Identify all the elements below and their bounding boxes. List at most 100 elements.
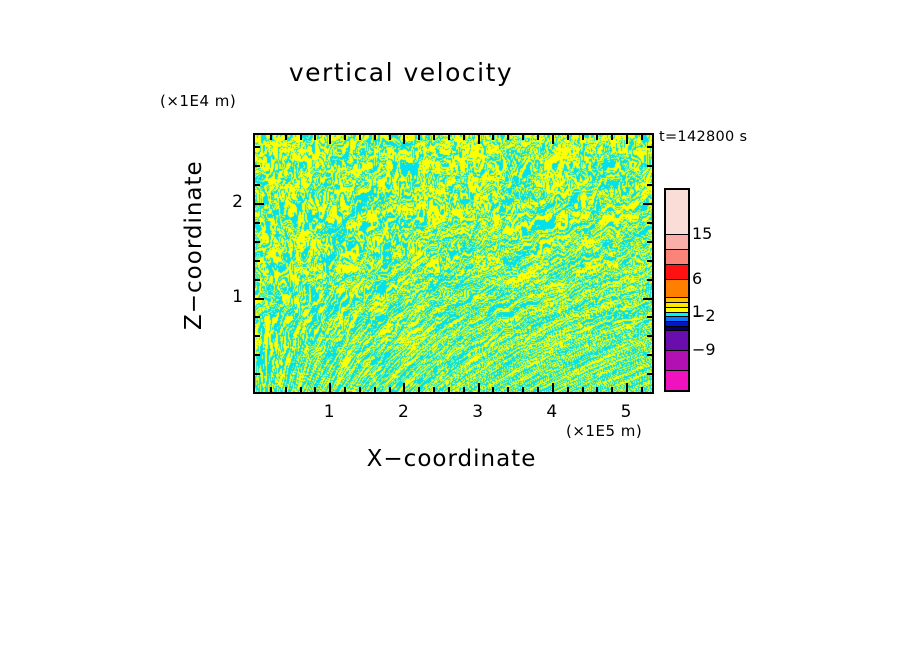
y-minor-tick-right (647, 316, 652, 319)
x-minor-tick (388, 387, 391, 392)
x-minor-tick (492, 387, 495, 392)
x-minor-tick (418, 387, 421, 392)
x-major-tick (626, 383, 629, 392)
x-major-tick (403, 383, 406, 392)
x-tick-label: 5 (620, 402, 632, 422)
x-minor-tick-top (581, 135, 584, 140)
colorbar-tick-label: 1 (692, 302, 703, 321)
x-minor-tick (269, 387, 272, 392)
colorbar-band (666, 190, 688, 234)
page-title: vertical velocity (288, 58, 514, 87)
colorbar-tick-label: −9 (692, 340, 716, 359)
x-minor-tick-top (344, 135, 347, 140)
x-minor-tick-top (314, 135, 317, 140)
x-minor-tick (596, 387, 599, 392)
x-minor-tick (284, 387, 287, 392)
x-axis-title: X−coordinate (366, 446, 537, 472)
y-minor-tick-right (647, 165, 652, 168)
y-minor-tick-right (647, 354, 652, 357)
x-minor-tick (462, 387, 465, 392)
x-major-tick-top (403, 135, 406, 144)
y-minor-tick-right (647, 373, 652, 376)
x-major-tick-top (477, 135, 480, 144)
y-tick-label: 1 (232, 286, 243, 307)
y-minor-tick (255, 316, 260, 319)
y-minor-tick (255, 373, 260, 376)
colorbar-band (666, 312, 688, 316)
x-minor-tick (536, 387, 539, 392)
x-tick-label: 4 (546, 402, 558, 422)
x-minor-tick (611, 387, 614, 392)
x-major-tick-top (551, 135, 554, 144)
y-minor-tick (255, 278, 260, 281)
x-minor-tick (566, 387, 569, 392)
colorbar-band (666, 370, 688, 390)
y-axis-title: Z−coordinate (181, 160, 207, 330)
x-minor-tick (447, 387, 450, 392)
y-minor-tick-right (647, 221, 652, 224)
y-major-tick (255, 203, 264, 206)
colorbar-band (666, 279, 688, 297)
x-minor-tick-top (492, 135, 495, 140)
x-minor-tick-top (358, 135, 361, 140)
x-minor-tick-top (284, 135, 287, 140)
x-tick-label: 1 (323, 402, 335, 422)
x-minor-tick-top (507, 135, 510, 140)
x-minor-tick-top (536, 135, 539, 140)
x-minor-tick (507, 387, 510, 392)
colorbar-tick-label: 6 (692, 269, 703, 288)
x-minor-tick-top (611, 135, 614, 140)
timestamp-annotation: t=142800 s (659, 129, 748, 145)
x-axis-unit-label: (×1E5 m) (566, 422, 643, 440)
x-minor-tick-top (566, 135, 569, 140)
y-minor-tick-right (647, 278, 652, 281)
y-minor-tick-right (647, 184, 652, 187)
x-minor-tick-top (596, 135, 599, 140)
x-major-tick (477, 383, 480, 392)
x-minor-tick-top (522, 135, 525, 140)
y-minor-tick-right (647, 335, 652, 338)
y-minor-tick (255, 240, 260, 243)
x-minor-tick-top (433, 135, 436, 140)
x-minor-tick-top (447, 135, 450, 140)
x-minor-tick (299, 387, 302, 392)
colorbar-band (666, 302, 688, 307)
x-minor-tick (358, 387, 361, 392)
heatmap-plot-area (253, 133, 654, 394)
y-minor-tick-right (647, 146, 652, 149)
colorbar-band (666, 316, 688, 321)
x-major-tick (551, 383, 554, 392)
colorbar-band (666, 234, 688, 249)
x-minor-tick (314, 387, 317, 392)
x-minor-tick-top (299, 135, 302, 140)
colorbar (664, 188, 690, 392)
x-major-tick-top (626, 135, 629, 144)
x-minor-tick-top (462, 135, 465, 140)
x-minor-tick-top (388, 135, 391, 140)
x-minor-tick (581, 387, 584, 392)
y-minor-tick-right (647, 259, 652, 262)
x-major-tick-top (329, 135, 332, 144)
y-tick-label: 2 (232, 192, 243, 213)
colorbar-band (666, 307, 688, 312)
x-major-tick (329, 383, 332, 392)
colorbar-band (666, 350, 688, 370)
colorbar-tick-label: −2 (692, 306, 716, 325)
x-minor-tick-top (269, 135, 272, 140)
colorbar-band (666, 264, 688, 279)
colorbar-tick-label: 15 (692, 224, 713, 243)
y-axis-unit-label: (×1E4 m) (160, 92, 237, 110)
x-minor-tick (433, 387, 436, 392)
colorbar-band (666, 330, 688, 350)
y-major-tick (255, 297, 264, 300)
x-minor-tick (344, 387, 347, 392)
x-tick-label: 3 (472, 402, 484, 422)
colorbar-band (666, 249, 688, 264)
colorbar-band (666, 297, 688, 302)
x-tick-label: 2 (397, 402, 409, 422)
y-minor-tick (255, 335, 260, 338)
x-minor-tick (522, 387, 525, 392)
x-minor-tick (640, 387, 643, 392)
y-major-tick-right (643, 203, 652, 206)
x-minor-tick-top (373, 135, 376, 140)
